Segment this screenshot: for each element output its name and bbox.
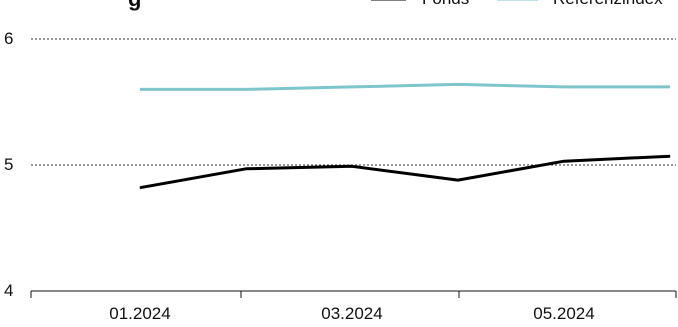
- chart-title: g: [128, 0, 141, 11]
- x-tick-label-05.2024: 05.2024: [533, 304, 594, 322]
- data-point-fonds-5: [563, 160, 565, 162]
- legend-label-referenzindex: Referenzindex: [553, 0, 663, 8]
- legend: Fonds Referenzindex: [371, 0, 663, 8]
- x-tick-label-01.2024: 01.2024: [109, 304, 170, 322]
- x-axis: 01.2024 03.2024 05.2024: [30, 290, 677, 323]
- data-point-referenzindex-5: [563, 86, 565, 88]
- data-point-fonds-6: [669, 155, 671, 157]
- data-point-referenzindex-2: [245, 88, 247, 90]
- y-tick-label-5: 5: [4, 155, 13, 174]
- data-point-fonds-2: [245, 168, 247, 170]
- data-point-fonds-4: [457, 179, 459, 181]
- data-point-fonds-3: [351, 165, 353, 167]
- series-line-fonds: [139, 154, 671, 190]
- data-point-referenzindex-6: [669, 86, 671, 88]
- data-point-fonds-1: [139, 187, 141, 189]
- y-tick-label-6: 6: [4, 29, 13, 48]
- grid: 4 5 6: [4, 29, 676, 300]
- data-point-referenzindex-4: [457, 83, 459, 85]
- data-point-referenzindex-3: [351, 86, 353, 88]
- series-lines: [139, 82, 671, 190]
- y-tick-label-4: 4: [4, 281, 13, 300]
- data-point-referenzindex-1: [139, 88, 141, 90]
- series-line-referenzindex: [140, 82, 670, 91]
- x-tick-label-03.2024: 03.2024: [321, 304, 382, 322]
- legend-label-fonds: Fonds: [422, 0, 469, 8]
